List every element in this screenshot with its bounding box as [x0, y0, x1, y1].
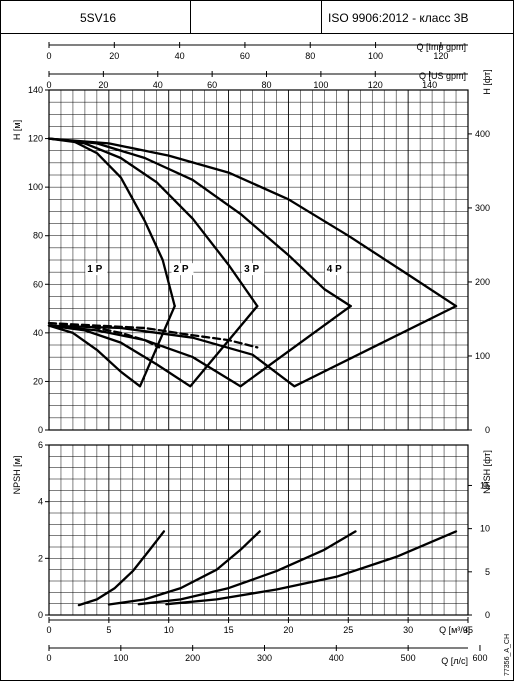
y-right-axis-title: H [фт] [482, 69, 492, 94]
y-tick-label: 60 [33, 279, 43, 289]
y-right-tick-label: 300 [475, 203, 490, 213]
x2-axis-title: Q [л/с] [441, 656, 468, 666]
plot-area-border [48, 444, 469, 616]
y-tick-label: 120 [28, 134, 43, 144]
curve-label-bg [324, 263, 347, 276]
y-right-tick-label: 15 [480, 480, 490, 490]
y-tick-label: 100 [28, 182, 43, 192]
curve-label: 2 P [174, 264, 189, 275]
x-tick-label: 25 [343, 625, 353, 635]
series-line [137, 530, 357, 606]
series-line [77, 530, 166, 607]
y-tick-label: 140 [28, 85, 43, 95]
y-axis-title: H [м] [12, 120, 22, 140]
y-tick-label: 2 [38, 553, 43, 563]
x-tick-label: 35 [463, 625, 473, 635]
y-tick-label: 80 [33, 231, 43, 241]
x-tick-label: 10 [164, 625, 174, 635]
series-line [47, 137, 352, 308]
top-axis-tick-label: 20 [98, 80, 108, 90]
y-right-tick-label: 10 [480, 524, 490, 534]
top-axis-tick-label: 80 [262, 80, 272, 90]
top-axis-tick-label: 100 [368, 51, 383, 61]
curve-label: 1 P [87, 264, 102, 275]
top-axis-tick-label: 120 [368, 80, 383, 90]
top-axis-tick-label: 0 [46, 80, 51, 90]
x2-tick-label: 300 [257, 653, 272, 663]
series-line [47, 304, 458, 388]
top-axis-tick-label: 100 [313, 80, 328, 90]
npsh-panel: 0 2 4 6 0 5 10 15 NPSH [м] NPSH [фт] [12, 440, 492, 620]
top-axis-tick-label: 140 [422, 80, 437, 90]
y-right-tick-label: 0 [485, 425, 490, 435]
top-axis-title: Q [Imp gpm] [416, 42, 466, 52]
y-tick-label: 6 [38, 440, 43, 450]
curve-label: 4 P [327, 264, 342, 275]
y-tick-label: 20 [33, 376, 43, 386]
top-axis-tick-label: 0 [46, 51, 51, 61]
x2-tick-label: 500 [401, 653, 416, 663]
series-line [47, 321, 259, 349]
series-line [47, 137, 458, 308]
y-right-tick-label: 0 [485, 610, 490, 620]
top-axis-title: Q [US gpm] [419, 71, 466, 81]
x-axis-title: Q [м³/ч] [439, 625, 470, 635]
standard-label: ISO 9906:2012 - класс 3B [328, 11, 468, 25]
x2-tick-label: 200 [185, 653, 200, 663]
x-tick-label: 15 [224, 625, 234, 635]
curve-label: 3 P [244, 264, 259, 275]
y-right-tick-label: 200 [475, 277, 490, 287]
curve-label-bg [242, 263, 265, 276]
top-axis-tick-label: 20 [109, 51, 119, 61]
x2-tick-label: 600 [472, 653, 487, 663]
series-line [47, 304, 176, 388]
y-right-tick-label: 400 [475, 129, 490, 139]
top-axis-tick-label: 40 [153, 80, 163, 90]
series-line [165, 530, 458, 606]
y-tick-label: 0 [38, 425, 43, 435]
x2-tick-label: 100 [113, 653, 128, 663]
x2-tick-label: 0 [46, 653, 51, 663]
top-axis-tick-label: 40 [175, 51, 185, 61]
curve-label-bg [85, 263, 108, 276]
series-line [47, 137, 259, 308]
top-axis-tick-label: 60 [240, 51, 250, 61]
top-axis-tick-label: 120 [433, 51, 448, 61]
top-axis-tick-label: 60 [207, 80, 217, 90]
x-tick-label: 5 [106, 625, 111, 635]
y-tick-label: 40 [33, 328, 43, 338]
series-line [107, 530, 261, 606]
footer-code: 77356_A_CH [504, 634, 511, 676]
y-right-tick-label: 100 [475, 351, 490, 361]
curve-label-bg [171, 263, 194, 276]
x2-tick-label: 400 [329, 653, 344, 663]
y-right-tick-label: 5 [485, 567, 490, 577]
x-tick-label: 0 [46, 625, 51, 635]
top-axis-tick-label: 80 [305, 51, 315, 61]
y-tick-label: 0 [38, 610, 43, 620]
x-tick-label: 30 [403, 625, 413, 635]
pump-model-label: 5SV16 [80, 11, 116, 25]
plot-area-border [48, 89, 469, 431]
y-axis-title: NPSH [м] [12, 456, 22, 495]
x-tick-label: 20 [283, 625, 293, 635]
series-line [47, 304, 352, 388]
y-tick-label: 4 [38, 497, 43, 507]
y-right-axis-title: NPSH [фт] [482, 450, 492, 494]
